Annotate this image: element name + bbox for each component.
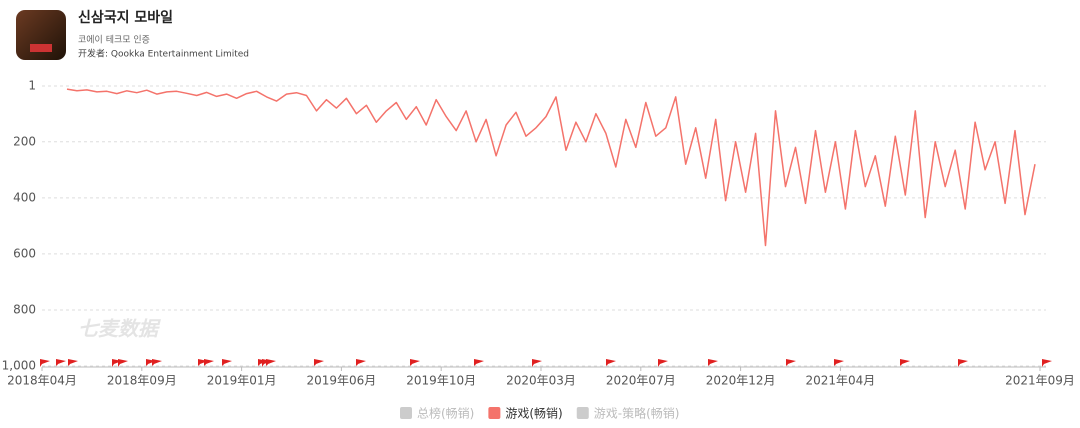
- x-tick-label: 2019年10月: [406, 374, 476, 388]
- event-flag: [532, 359, 542, 367]
- legend-swatch: [488, 407, 501, 419]
- event-flag: [40, 359, 50, 367]
- y-tick-label: 600: [13, 246, 36, 260]
- event-flag: [900, 359, 910, 367]
- watermark: 七麦数据: [78, 317, 161, 341]
- event-flag: [118, 359, 128, 367]
- event-flag: [56, 359, 66, 367]
- x-tick-label: 2019年06月: [306, 374, 376, 388]
- legend-item[interactable]: 游戏(畅销): [488, 407, 563, 421]
- developer: 开发者: Qookka Entertainment Limited: [78, 48, 249, 60]
- y-tick-label: 1: [28, 79, 36, 93]
- event-flag: [658, 359, 668, 367]
- event-flag: [1042, 359, 1052, 367]
- event-flag: [356, 359, 366, 367]
- event-flag: [708, 359, 718, 367]
- x-tick-label: 2020年12月: [706, 374, 776, 388]
- event-flag: [68, 359, 78, 367]
- event-flag: [410, 359, 420, 367]
- y-tick-label: 800: [13, 302, 36, 316]
- x-tick-label: 2021年04月: [805, 374, 875, 388]
- event-flag: [958, 359, 968, 367]
- y-tick-label: 400: [13, 190, 36, 204]
- x-tick-label: 2020年03月: [506, 374, 576, 388]
- event-flag: [222, 359, 232, 367]
- app-icon: [16, 10, 66, 60]
- x-tick-label: 2018年04月: [7, 374, 77, 388]
- legend-swatch: [576, 407, 589, 419]
- app-subtitle: 코에이 테크모 인증: [78, 35, 150, 46]
- app-title: 신삼국지 모바일: [78, 10, 173, 26]
- x-tick-label: 2018年09月: [107, 374, 177, 388]
- event-flag: [786, 359, 796, 367]
- x-tick-label: 2021年09月: [1005, 374, 1075, 388]
- rank-line: [66, 88, 1036, 247]
- legend-label: 游戏(畅销): [505, 407, 562, 421]
- event-flag: [606, 359, 616, 367]
- legend-label: 总榜(畅销): [417, 406, 474, 421]
- event-flag: [204, 359, 214, 367]
- legend-item[interactable]: 总榜(畅销): [400, 406, 474, 421]
- y-tick-label: 200: [13, 134, 36, 148]
- event-flag: [474, 359, 484, 367]
- legend-item[interactable]: 游戏-策略(畅销): [576, 406, 680, 421]
- event-flag: [834, 359, 844, 367]
- event-flag: [266, 359, 276, 367]
- legend-label: 游戏-策略(畅销): [594, 406, 680, 421]
- legend-swatch: [400, 407, 412, 419]
- x-tick-label: 2020年07月: [606, 374, 676, 388]
- event-flags: [40, 359, 1052, 367]
- y-tick-label: 1,000: [2, 359, 36, 373]
- event-flag: [152, 359, 162, 367]
- app-icon-badge: [30, 44, 52, 52]
- event-flag: [314, 359, 324, 367]
- x-tick-label: 2019年01月: [207, 374, 277, 388]
